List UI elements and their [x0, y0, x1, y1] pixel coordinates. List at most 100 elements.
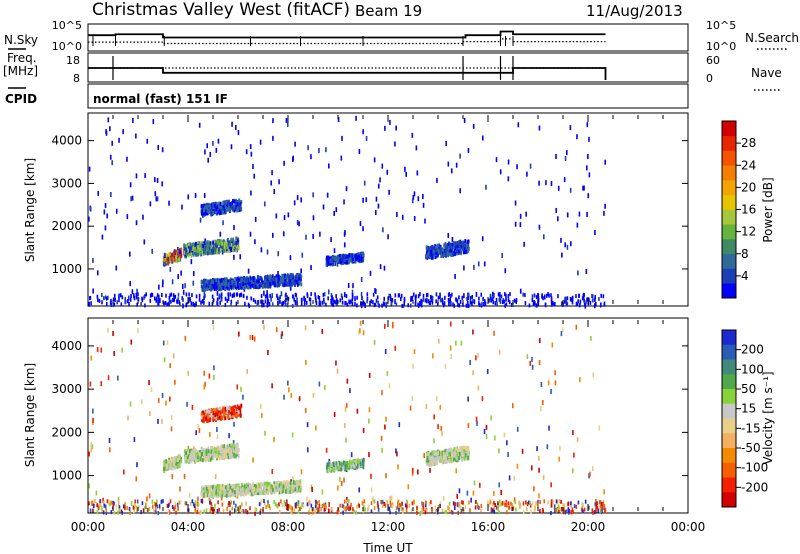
echo-point	[339, 503, 341, 508]
echo-point	[232, 444, 235, 449]
echo-point	[445, 141, 447, 147]
echo-point	[222, 285, 225, 290]
echo-point	[395, 302, 398, 307]
echo-point	[205, 285, 208, 290]
echo-point	[228, 446, 231, 451]
echo-point	[266, 249, 269, 255]
echo-point	[207, 449, 210, 454]
echo-point	[224, 296, 227, 301]
echo-point	[188, 292, 190, 297]
echo-point	[220, 495, 223, 501]
echo-point	[172, 353, 175, 359]
echo-point	[264, 279, 267, 284]
echo-point	[416, 469, 419, 475]
echo-point	[206, 251, 209, 256]
echo-point	[196, 506, 199, 511]
echo-point	[594, 303, 596, 309]
echo-point	[200, 211, 203, 216]
echo-point	[197, 252, 199, 257]
echo-point	[222, 249, 225, 254]
echo-point	[272, 135, 274, 141]
echo-point	[120, 302, 123, 307]
echo-point	[564, 296, 567, 301]
echo-point	[201, 458, 204, 463]
freq-right-tick-bottom: 0	[706, 72, 713, 85]
echo-point	[194, 448, 196, 453]
echo-point	[583, 292, 585, 297]
echo-point	[426, 254, 428, 259]
echo-point	[236, 442, 239, 447]
echo-point	[171, 279, 174, 285]
echo-point	[495, 297, 498, 302]
echo-point	[437, 424, 439, 430]
echo-point	[223, 453, 226, 458]
echo-point	[191, 248, 193, 253]
echo-point	[261, 302, 263, 308]
echo-point	[219, 248, 222, 253]
echo-point	[482, 296, 484, 301]
echo-point	[281, 279, 284, 284]
echo-point	[238, 483, 240, 488]
echo-point	[169, 251, 172, 256]
echo-point	[452, 302, 454, 307]
colorbar-cell	[722, 283, 736, 299]
echo-point	[346, 260, 349, 265]
echo-point	[590, 335, 592, 341]
echo-point	[538, 455, 540, 461]
echo-point	[377, 183, 380, 189]
echo-point	[237, 242, 240, 247]
echo-point	[300, 277, 302, 282]
echo-point	[193, 503, 196, 508]
echo-point	[441, 508, 444, 513]
echo-point	[148, 493, 151, 499]
echo-point	[453, 505, 456, 510]
echo-point	[462, 508, 465, 513]
echo-point	[176, 299, 179, 304]
echo-point	[175, 510, 177, 515]
echo-point	[166, 258, 168, 263]
echo-point	[263, 201, 266, 207]
echo-point	[195, 294, 198, 299]
echo-point	[179, 248, 181, 253]
echo-point	[212, 247, 215, 252]
echo-point	[413, 216, 416, 222]
echo-point	[236, 204, 239, 209]
echo-point	[603, 210, 605, 216]
echo-point	[531, 294, 534, 299]
echo-point	[90, 442, 92, 448]
echo-point	[224, 485, 227, 490]
echo-point	[134, 503, 136, 508]
echo-point	[205, 508, 208, 513]
echo-point	[275, 277, 278, 282]
echo-point	[190, 246, 193, 251]
echo-point	[89, 295, 92, 300]
echo-point	[157, 510, 160, 515]
echo-point	[252, 283, 255, 288]
echo-point	[239, 407, 242, 412]
echo-point	[212, 280, 215, 285]
echo-point	[258, 278, 261, 283]
echo-point	[195, 458, 198, 463]
echo-point	[175, 461, 178, 466]
echo-point	[227, 200, 230, 205]
echo-point	[263, 499, 265, 504]
echo-point	[284, 302, 287, 307]
echo-point	[342, 259, 345, 264]
echo-point	[226, 491, 229, 496]
echo-point	[337, 117, 340, 123]
echo-point	[270, 180, 273, 186]
echo-point	[368, 372, 371, 378]
echo-point	[431, 296, 434, 301]
echo-point	[336, 301, 338, 306]
echo-point	[410, 508, 413, 513]
echo-point	[465, 249, 467, 254]
echo-point	[298, 276, 301, 281]
echo-point	[289, 481, 292, 486]
echo-point	[199, 510, 201, 515]
echo-point	[433, 438, 435, 444]
echo-point	[220, 415, 223, 420]
echo-point	[463, 247, 466, 252]
echo-point	[434, 245, 437, 250]
echo-point	[135, 292, 138, 297]
echo-point	[161, 393, 164, 399]
